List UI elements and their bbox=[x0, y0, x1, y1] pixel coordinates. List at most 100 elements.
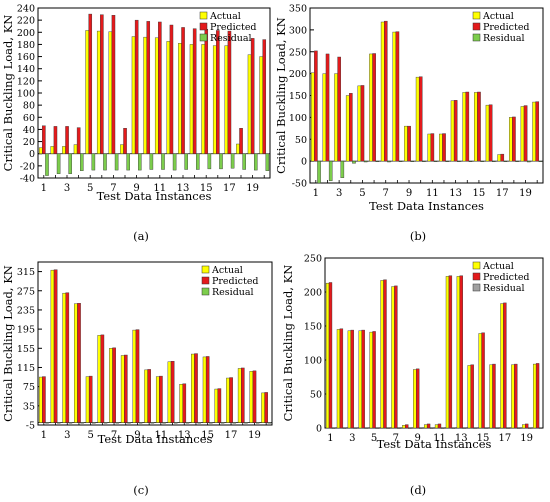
bar-residual bbox=[468, 160, 473, 162]
x-tick-label: 3 bbox=[336, 188, 342, 199]
x-tick-label: 11 bbox=[154, 430, 167, 441]
y-axis-label: Critical Buckling Load, KN bbox=[1, 265, 15, 422]
y-tick-label: 195 bbox=[17, 325, 35, 336]
bar-predicted bbox=[430, 133, 435, 162]
y-tick-label: 100 bbox=[17, 89, 35, 100]
legend-swatch bbox=[201, 287, 210, 296]
legend-swatch bbox=[201, 265, 210, 274]
bar-residual bbox=[503, 160, 508, 162]
legend-label: Predicted bbox=[483, 272, 530, 283]
x-tick-label: 17 bbox=[496, 188, 509, 199]
bar-actual bbox=[62, 292, 66, 423]
bar-predicted bbox=[65, 292, 70, 423]
bar-residual bbox=[92, 422, 96, 424]
bar-residual bbox=[255, 422, 260, 424]
x-tick-label: 19 bbox=[519, 188, 532, 199]
y-tick-label: 350 bbox=[289, 4, 307, 15]
x-tick-label: 15 bbox=[200, 183, 213, 194]
bar-predicted bbox=[525, 423, 529, 429]
bar-actual bbox=[450, 100, 455, 162]
legend-swatch bbox=[201, 276, 210, 285]
bar-actual bbox=[497, 154, 501, 162]
bar-actual bbox=[509, 117, 513, 162]
x-axis-label: Test Data Instances bbox=[377, 437, 492, 451]
bar-predicted bbox=[88, 375, 93, 423]
legend-label: Actual bbox=[482, 11, 514, 22]
bar-predicted bbox=[53, 126, 58, 154]
bar-predicted bbox=[100, 334, 105, 423]
bar-predicted bbox=[182, 383, 187, 423]
y-tick-label: 315 bbox=[17, 267, 35, 278]
x-tick-label: 11 bbox=[153, 183, 166, 194]
bar-residual bbox=[422, 160, 426, 162]
bar-predicted bbox=[250, 38, 255, 154]
bar-residual bbox=[364, 427, 368, 429]
y-tick-label: 160 bbox=[17, 52, 35, 63]
bar-residual bbox=[185, 422, 190, 424]
bar-residual bbox=[230, 153, 235, 169]
bar-predicted bbox=[239, 128, 243, 154]
bar-residual bbox=[149, 153, 154, 170]
x-tick-label: 17 bbox=[225, 430, 238, 441]
x-axis-label: Test Data Instances bbox=[98, 432, 213, 446]
y-tick-label: 220 bbox=[17, 16, 35, 27]
bar-residual bbox=[80, 153, 84, 171]
x-tick-label: 1 bbox=[313, 188, 319, 199]
legend-label: Predicted bbox=[483, 22, 530, 33]
y-tick-label: 275 bbox=[17, 286, 35, 297]
bar-residual bbox=[91, 153, 96, 171]
bar-residual bbox=[150, 422, 155, 424]
bar-predicted bbox=[459, 275, 463, 429]
bar-predicted bbox=[418, 76, 423, 162]
bar-predicted bbox=[481, 332, 485, 429]
bar-predicted bbox=[192, 28, 197, 154]
x-tick-label: 1 bbox=[41, 183, 47, 194]
bar-actual bbox=[325, 282, 330, 429]
y-tick-label: 40 bbox=[23, 125, 35, 136]
bar-residual bbox=[184, 153, 188, 170]
bar-actual bbox=[404, 125, 408, 162]
bar-residual bbox=[328, 160, 333, 182]
bar-residual bbox=[527, 427, 532, 429]
bar-predicted bbox=[205, 356, 210, 423]
bar-actual bbox=[347, 330, 352, 429]
legend-swatch bbox=[472, 272, 481, 281]
bar-actual bbox=[489, 364, 493, 429]
bar-predicted bbox=[372, 53, 376, 162]
panel-label: (b) bbox=[410, 229, 426, 243]
x-tick-label: 11 bbox=[426, 188, 439, 199]
y-tick-label: 35 bbox=[23, 401, 35, 412]
bar-residual bbox=[445, 160, 449, 162]
bar-predicted bbox=[77, 303, 81, 423]
bar-residual bbox=[317, 160, 321, 184]
bar-actual bbox=[532, 101, 536, 162]
bar-predicted bbox=[437, 423, 442, 429]
bar-residual bbox=[440, 427, 445, 429]
bar-predicted bbox=[325, 53, 330, 162]
bar-residual bbox=[172, 153, 177, 171]
legend-swatch bbox=[472, 11, 481, 20]
bar-actual bbox=[108, 31, 113, 154]
bar-residual bbox=[331, 427, 336, 429]
bar-actual bbox=[143, 36, 147, 154]
bar-predicted bbox=[514, 363, 518, 429]
bar-residual bbox=[398, 160, 403, 162]
bar-residual bbox=[56, 422, 61, 424]
x-tick-label: 3 bbox=[349, 433, 355, 444]
bar-predicted bbox=[65, 126, 69, 154]
y-tick-label: 50 bbox=[295, 135, 307, 146]
bar-residual bbox=[161, 153, 165, 170]
bar-actual bbox=[391, 286, 395, 429]
bar-residual bbox=[352, 160, 356, 164]
bar-residual bbox=[265, 153, 270, 171]
x-tick-label: 15 bbox=[201, 430, 214, 441]
bar-residual bbox=[45, 422, 49, 424]
x-tick-label: 7 bbox=[110, 183, 116, 194]
bar-residual bbox=[56, 153, 61, 174]
bar-predicted bbox=[349, 93, 353, 162]
bar-predicted bbox=[76, 127, 81, 154]
x-tick-label: 19 bbox=[520, 433, 533, 444]
legend-swatch bbox=[472, 22, 481, 31]
bar-actual bbox=[74, 303, 78, 423]
bar-predicted bbox=[453, 100, 458, 162]
